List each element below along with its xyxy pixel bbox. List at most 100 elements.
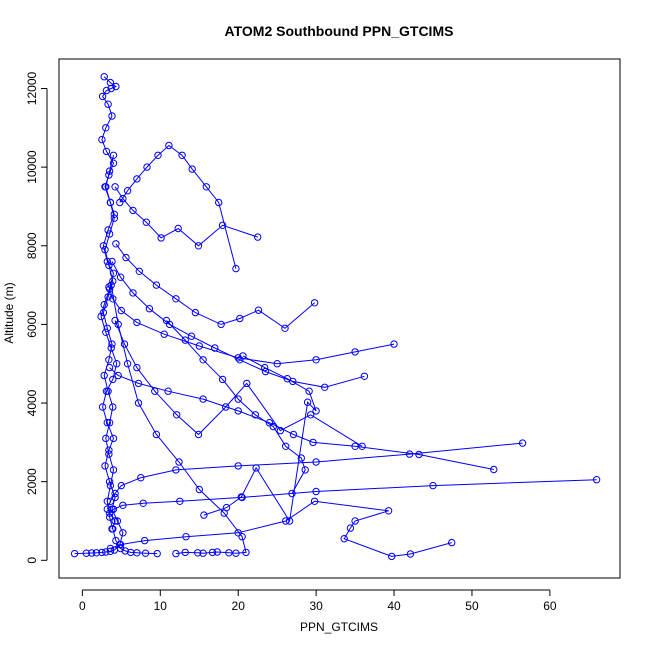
data-point	[111, 183, 119, 191]
data-point	[100, 73, 108, 81]
data-point	[251, 411, 260, 419]
data-point	[218, 375, 227, 384]
data-point	[351, 348, 359, 356]
series-11	[112, 240, 319, 332]
data-point	[429, 481, 437, 490]
data-point	[234, 407, 242, 415]
data-point	[119, 529, 127, 537]
data-point	[103, 505, 112, 513]
data-point	[172, 295, 180, 303]
data-point	[117, 306, 126, 315]
y-tick-label: 12000	[25, 71, 39, 105]
data-point	[181, 548, 189, 557]
data-point	[182, 533, 190, 541]
data-point	[116, 273, 125, 281]
data-point	[312, 407, 320, 415]
data-point	[102, 124, 110, 132]
data-point	[120, 340, 129, 348]
data-point	[113, 360, 121, 368]
data-point	[117, 481, 126, 490]
data-point	[176, 497, 184, 505]
plot-frame	[58, 58, 621, 579]
y-tick-label: 10000	[25, 150, 39, 184]
x-tick-label: 0	[79, 599, 86, 613]
data-point	[303, 398, 312, 406]
series-2	[99, 151, 161, 558]
data-point	[490, 465, 498, 474]
data-point	[199, 356, 207, 364]
data-point	[109, 466, 118, 474]
data-point	[109, 159, 118, 167]
data-point	[225, 549, 233, 557]
data-point	[237, 493, 246, 501]
data-point	[384, 507, 393, 515]
data-point	[346, 524, 355, 532]
x-tick-label: 30	[309, 599, 323, 613]
data-point	[133, 318, 141, 327]
data-point	[108, 112, 116, 120]
data-point	[175, 458, 183, 466]
data-point	[112, 240, 120, 248]
x-axis-label: PPN_GTCIMS	[300, 620, 378, 634]
data-point	[213, 548, 221, 556]
data-point	[181, 336, 189, 344]
x-tick-label: 20	[232, 599, 246, 613]
data-point	[134, 379, 143, 388]
data-point	[321, 383, 329, 391]
data-point	[215, 198, 223, 207]
data-point	[232, 549, 240, 557]
data-point	[282, 442, 290, 450]
y-tick-label: 0	[25, 557, 39, 564]
data-point	[108, 340, 116, 348]
data-point	[273, 360, 281, 368]
y-tick-label: 8000	[25, 232, 39, 259]
data-point	[238, 533, 246, 541]
data-point	[208, 548, 217, 557]
series-line	[119, 144, 237, 269]
data-point	[172, 549, 180, 558]
data-point	[98, 135, 106, 144]
data-point	[312, 458, 320, 466]
data-point	[105, 167, 114, 175]
data-point	[101, 462, 109, 470]
data-point	[105, 450, 113, 458]
data-point	[139, 499, 147, 507]
data-point	[415, 450, 423, 459]
y-tick-label: 2000	[25, 468, 39, 495]
data-point	[406, 550, 415, 558]
data-point	[151, 387, 159, 395]
data-point	[243, 379, 251, 388]
data-point	[105, 356, 113, 364]
data-point	[232, 264, 240, 273]
data-point	[234, 395, 242, 403]
series-5	[103, 439, 527, 513]
data-point	[119, 501, 127, 509]
data-point	[222, 503, 231, 512]
series-line	[114, 186, 258, 247]
data-point	[108, 257, 116, 266]
data-point	[99, 308, 108, 317]
data-point	[105, 171, 113, 179]
data-point	[164, 387, 172, 395]
series-9	[108, 257, 369, 391]
data-point	[157, 234, 165, 242]
data-point	[592, 476, 601, 484]
data-point	[116, 540, 125, 549]
data-point	[143, 163, 151, 171]
data-point	[106, 78, 115, 87]
y-axis-label: Altitude (m)	[2, 282, 16, 343]
data-point	[199, 395, 207, 403]
data-point	[173, 411, 181, 419]
data-point	[82, 549, 91, 557]
data-point	[152, 430, 161, 439]
data-point	[102, 147, 111, 156]
data-point	[106, 544, 115, 553]
data-point	[265, 419, 274, 427]
data-point	[312, 487, 320, 496]
series-line	[102, 155, 158, 555]
data-point	[127, 548, 135, 557]
data-point	[98, 403, 107, 411]
data-point	[105, 419, 114, 427]
data-point	[135, 267, 144, 275]
series-line	[114, 320, 363, 447]
